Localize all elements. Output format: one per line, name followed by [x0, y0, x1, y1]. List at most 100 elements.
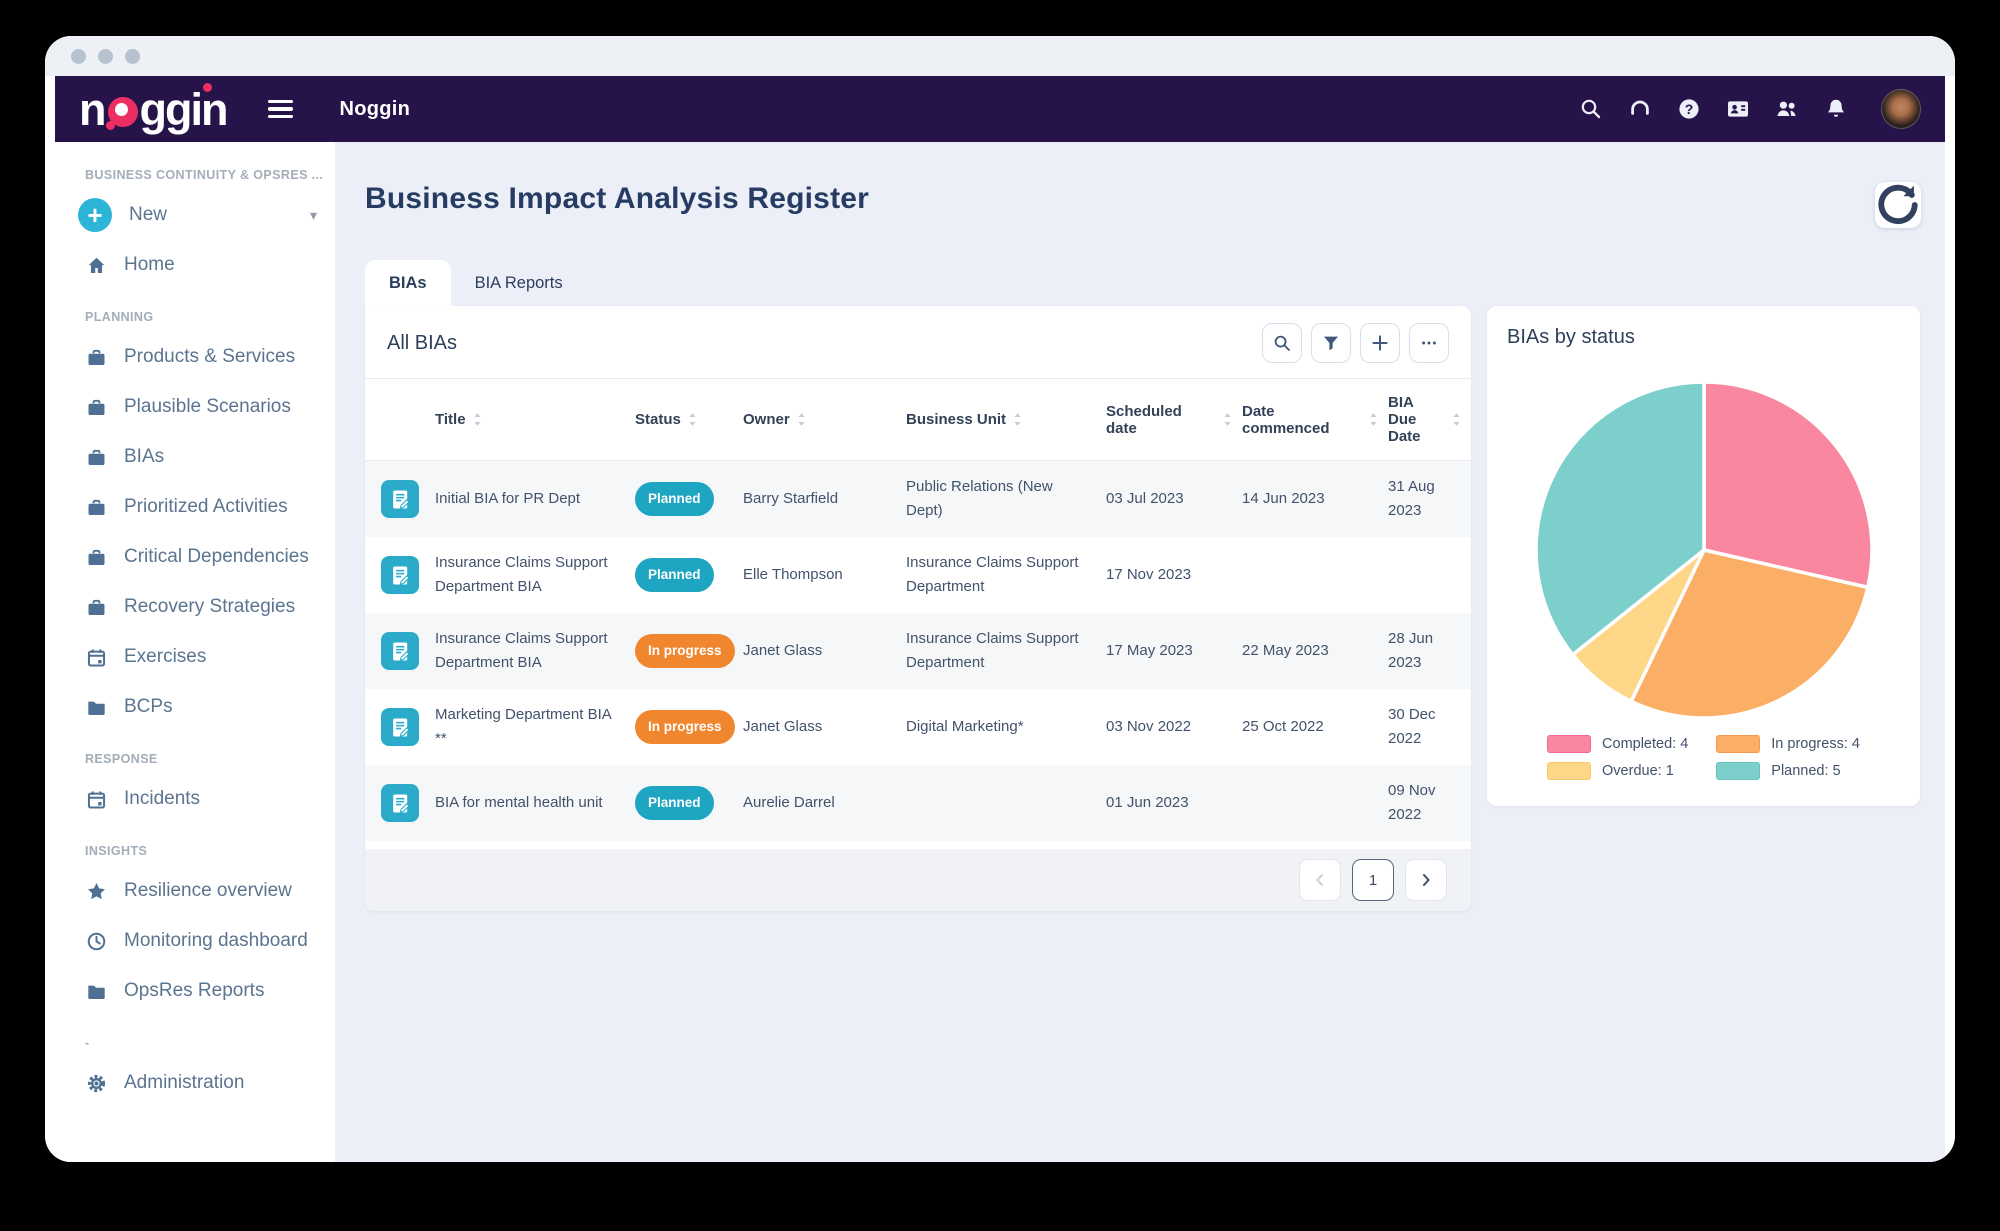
sidebar-item-products-services[interactable]: Products & Services — [85, 332, 335, 382]
column-header-business-unit[interactable]: Business Unit — [906, 394, 1106, 445]
column-header-title[interactable]: Title — [435, 394, 635, 445]
sort-icon[interactable] — [473, 412, 482, 427]
row-icon-cell — [365, 632, 435, 670]
column-header-owner[interactable]: Owner — [743, 394, 906, 445]
table-card-header: All BIAs — [365, 306, 1471, 378]
window-controls[interactable] — [71, 48, 140, 64]
bia-document-icon — [381, 480, 419, 518]
logo-text: ggin — [139, 83, 229, 135]
sidebar-item-exercises[interactable]: Exercises — [85, 632, 335, 682]
sidebar-item-bias[interactable]: BIAs — [85, 432, 335, 482]
bell-icon[interactable] — [1824, 97, 1848, 121]
bia-document-icon — [381, 632, 419, 670]
status-badge: Planned — [635, 482, 714, 516]
table-pagination: 1 — [365, 849, 1471, 911]
cell-business-unit: Public Relations (New Dept) — [906, 478, 1053, 519]
chevron-left-icon[interactable] — [1299, 859, 1341, 901]
calendar-icon — [85, 646, 107, 668]
content-row: All BIAs Title Status Owner Business Unit Sc… — [365, 306, 1920, 911]
logo-o-mark — [105, 97, 138, 130]
sidebar-item-bcps[interactable]: BCPs — [85, 682, 335, 732]
table-row[interactable]: Initial BIA for PR Dept Planned Barry Star… — [365, 461, 1471, 537]
cell-bia-due-date: 28 Jun 2023 — [1388, 630, 1434, 671]
ellipsis-icon[interactable] — [1409, 323, 1449, 363]
cell-scheduled-date: 17 Nov 2023 — [1106, 566, 1192, 583]
hamburger-menu-icon[interactable] — [268, 99, 294, 119]
sidebar-section-label-response: RESPONSE — [85, 752, 158, 766]
chevron-right-icon[interactable] — [1405, 859, 1447, 901]
legend-swatch — [1716, 735, 1761, 753]
sidebar-item-incidents[interactable]: Incidents — [85, 774, 335, 824]
cell-title: Insurance Claims Support Department BIA — [435, 554, 608, 595]
window-control-dot[interactable] — [98, 48, 113, 64]
table-body: Initial BIA for PR Dept Planned Barry Star… — [365, 461, 1471, 841]
clock-icon — [85, 930, 107, 952]
window-control-dot[interactable] — [125, 48, 140, 64]
window-titlebar — [45, 36, 1955, 76]
noggin-logo[interactable]: n ggin — [79, 82, 229, 135]
sidebar-item-label: Monitoring dashboard — [124, 930, 308, 951]
calendar-icon — [85, 788, 107, 810]
sidebar-item-administration[interactable]: Administration — [85, 1058, 335, 1108]
table-row[interactable]: Insurance Claims Support Department BIA I… — [365, 613, 1471, 689]
legend-swatch — [1547, 735, 1592, 753]
users-icon[interactable] — [1775, 97, 1799, 121]
sidebar-item-prioritized-activities[interactable]: Prioritized Activities — [85, 482, 335, 532]
column-header-bia-due-date[interactable]: BIA Due Date — [1388, 394, 1471, 445]
filter-icon[interactable] — [1311, 323, 1351, 363]
cell-owner: Janet Glass — [743, 642, 823, 659]
refresh-icon[interactable] — [1875, 182, 1921, 228]
sort-icon[interactable] — [1013, 412, 1022, 427]
sort-icon[interactable] — [1452, 412, 1461, 427]
chevron-down-icon[interactable]: ▾ — [309, 206, 317, 223]
column-header-status[interactable]: Status — [635, 394, 743, 445]
pie-slice-in-progress — [1628, 548, 1870, 720]
cell-owner: Barry Starfield — [743, 490, 839, 507]
tab-bias[interactable]: BIAs — [365, 260, 451, 306]
row-icon-cell — [365, 708, 435, 746]
sidebar-item-home[interactable]: Home — [85, 240, 335, 290]
sort-icon[interactable] — [797, 412, 806, 427]
column-header-label: BIA Due Date — [1388, 394, 1421, 445]
legend-swatch — [1716, 762, 1761, 780]
tab-bia-reports[interactable]: BIA Reports — [474, 273, 563, 292]
cell-bia-due-date: 31 Aug 2023 — [1388, 478, 1435, 519]
cell-title: Initial BIA for PR Dept — [435, 490, 581, 507]
table-row[interactable]: Marketing Department BIA ** In progress Ja… — [365, 689, 1471, 765]
headset-icon[interactable] — [1628, 97, 1652, 121]
sidebar-item-new[interactable]: + New ▾ — [78, 190, 335, 240]
table-row[interactable]: Insurance Claims Support Department BIA P… — [365, 537, 1471, 613]
chart-legend: Completed: 4 In progress: 4 Overdue: 1 Plan… — [1507, 735, 1900, 780]
contact-card-icon[interactable] — [1726, 97, 1750, 121]
status-badge: In progress — [635, 710, 735, 744]
sidebar-item-opsres-reports[interactable]: OpsRes Reports — [85, 966, 335, 1016]
sidebar-item-resilience-overview[interactable]: Resilience overview — [85, 866, 335, 916]
sidebar-item-label: New — [129, 204, 168, 225]
status-badge: Planned — [635, 558, 714, 592]
legend-label: Planned: 5 — [1771, 763, 1841, 779]
sidebar-item-plausible-scenarios[interactable]: Plausible Scenarios — [85, 382, 335, 432]
plus-icon[interactable] — [1360, 323, 1400, 363]
cell-date-commenced: 14 Jun 2023 — [1242, 490, 1325, 507]
sidebar-item-recovery-strategies[interactable]: Recovery Strategies — [85, 582, 335, 632]
search-icon[interactable] — [1262, 323, 1302, 363]
sidebar-item-monitoring-dashboard[interactable]: Monitoring dashboard — [85, 916, 335, 966]
sort-icon[interactable] — [688, 412, 697, 427]
table-row[interactable]: BIA for mental health unit Planned Aurelie… — [365, 765, 1471, 841]
row-icon-cell — [365, 480, 435, 518]
column-header-date-commenced[interactable]: Date commenced — [1242, 394, 1388, 445]
window-control-dot[interactable] — [71, 48, 86, 64]
sort-icon[interactable] — [1223, 412, 1232, 427]
legend-label: Overdue: 1 — [1602, 763, 1674, 779]
help-icon[interactable]: ? — [1677, 97, 1701, 121]
column-header-label: Status — [635, 411, 681, 428]
current-page-button[interactable]: 1 — [1352, 859, 1394, 901]
sort-icon[interactable] — [1369, 412, 1378, 427]
user-avatar[interactable] — [1881, 89, 1921, 129]
sidebar-item-label: BIAs — [124, 446, 165, 467]
sidebar-item-label: Critical Dependencies — [124, 546, 309, 567]
search-icon[interactable] — [1579, 97, 1603, 121]
column-header-scheduled-date[interactable]: Scheduled date — [1106, 394, 1242, 445]
sidebar-item-critical-dependencies[interactable]: Critical Dependencies — [85, 532, 335, 582]
cell-title: Marketing Department BIA ** — [435, 706, 611, 747]
